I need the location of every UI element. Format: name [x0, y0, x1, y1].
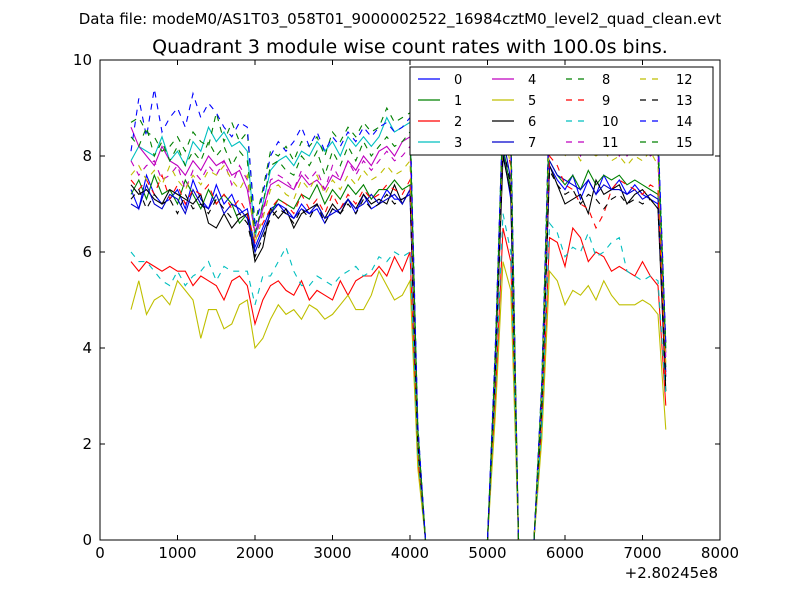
legend-entry-4[interactable]: 4 — [492, 73, 536, 88]
legend-entry-2[interactable]: 2 — [418, 115, 462, 130]
legend-label: 9 — [602, 94, 610, 109]
x-tick-label: 7000 — [623, 544, 661, 562]
plot-frame — [99, 59, 721, 541]
legend-entry-10[interactable]: 10 — [566, 115, 619, 130]
legend-entry-8[interactable]: 8 — [566, 73, 610, 88]
y-tick-label: 6 — [82, 243, 92, 261]
legend-label: 11 — [602, 136, 619, 151]
legend-entry-9[interactable]: 9 — [566, 94, 610, 109]
legend-label: 1 — [454, 94, 462, 109]
x-tick-label: 8000 — [701, 544, 739, 562]
x-axis-offset-label: +2.80245e8 — [625, 564, 718, 582]
legend-entry-3[interactable]: 3 — [418, 136, 462, 151]
legend-entry-15[interactable]: 15 — [640, 136, 693, 151]
series-line-13 — [130, 146, 667, 540]
legend-label: 6 — [528, 115, 536, 130]
y-tick-label: 8 — [82, 147, 92, 165]
x-tick-label: 3000 — [313, 544, 351, 562]
x-tick-label: 4000 — [391, 544, 429, 562]
y-tick-label: 0 — [82, 531, 92, 549]
legend-entry-11[interactable]: 11 — [566, 136, 619, 151]
x-tick-label: 0 — [95, 544, 105, 562]
series-line-1 — [130, 146, 667, 540]
legend-entry-5[interactable]: 5 — [492, 94, 536, 109]
legend-box — [409, 66, 714, 156]
legend-entry-14[interactable]: 14 — [640, 115, 693, 130]
chart-title: Quadrant 3 module wise count rates with … — [152, 36, 668, 58]
legend-label: 14 — [676, 115, 693, 130]
legend-label: 5 — [528, 94, 536, 109]
y-tick-label: 10 — [73, 51, 92, 69]
series-line-12 — [130, 127, 667, 540]
legend-entry-0[interactable]: 0 — [418, 73, 462, 88]
legend-label: 13 — [676, 94, 693, 109]
series-line-9 — [130, 131, 667, 540]
x-tick-label: 1000 — [158, 544, 196, 562]
series-line-10 — [130, 213, 667, 540]
figure-suptitle: Data file: modeM0/AS1T03_058T01_90000025… — [79, 10, 722, 29]
legend-label: 0 — [454, 73, 462, 88]
legend-label: 4 — [528, 73, 536, 88]
x-axis: 0 1000 2000 3000 4000 5000 6000 7000 8000 — [95, 60, 739, 562]
legend-label: 7 — [528, 136, 536, 151]
legend-label: 2 — [454, 115, 462, 130]
legend-entry-7[interactable]: 7 — [492, 136, 536, 151]
legend-label: 15 — [676, 136, 693, 151]
series-line-8 — [130, 96, 667, 540]
series-line-5 — [130, 261, 667, 540]
x-tick-label: 5000 — [468, 544, 506, 562]
x-tick-label: 6000 — [546, 544, 584, 562]
y-tick-label: 4 — [82, 339, 92, 357]
legend-label: 12 — [676, 73, 693, 88]
legend-entry-1[interactable]: 1 — [418, 94, 462, 109]
legend-entry-12[interactable]: 12 — [640, 73, 693, 88]
legend-label: 3 — [454, 136, 462, 151]
legend-label: 10 — [602, 115, 619, 130]
legend-entry-13[interactable]: 13 — [640, 94, 693, 109]
y-tick-label: 2 — [82, 435, 92, 453]
legend-label: 8 — [602, 73, 610, 88]
series-line-2 — [130, 226, 667, 540]
x-tick-label: 2000 — [236, 544, 274, 562]
legend-entry-6[interactable]: 6 — [492, 115, 536, 130]
